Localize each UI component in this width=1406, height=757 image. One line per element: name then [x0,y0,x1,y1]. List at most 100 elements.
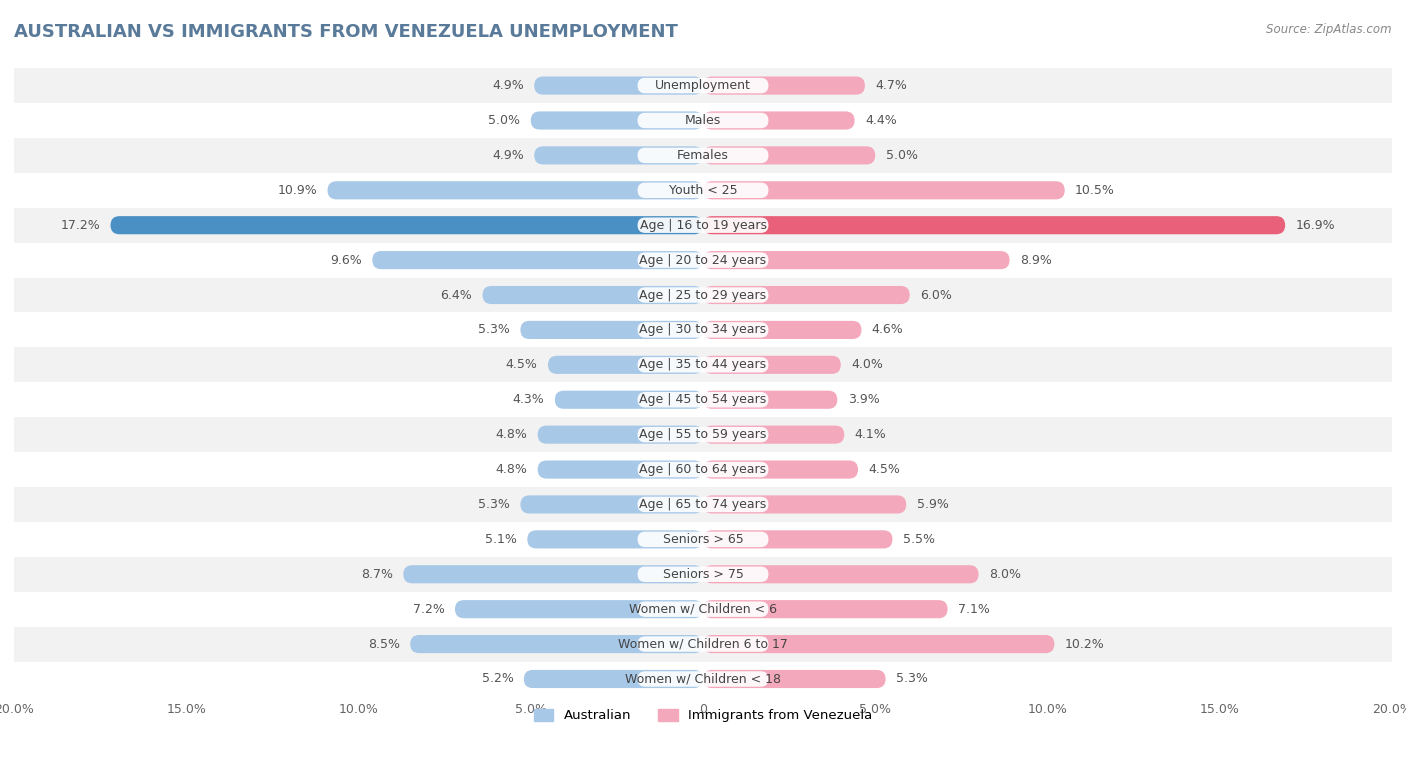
FancyBboxPatch shape [373,251,703,269]
FancyBboxPatch shape [637,531,769,547]
Text: AUSTRALIAN VS IMMIGRANTS FROM VENEZUELA UNEMPLOYMENT: AUSTRALIAN VS IMMIGRANTS FROM VENEZUELA … [14,23,678,41]
Bar [14,313,1392,347]
Bar [14,278,1392,313]
FancyBboxPatch shape [703,600,948,618]
FancyBboxPatch shape [534,76,703,95]
Text: 8.0%: 8.0% [988,568,1021,581]
Text: Age | 20 to 24 years: Age | 20 to 24 years [640,254,766,266]
FancyBboxPatch shape [531,111,703,129]
Text: 17.2%: 17.2% [60,219,100,232]
Text: 5.3%: 5.3% [478,498,510,511]
Text: Age | 16 to 19 years: Age | 16 to 19 years [640,219,766,232]
Text: Women w/ Children 6 to 17: Women w/ Children 6 to 17 [619,637,787,650]
FancyBboxPatch shape [520,321,703,339]
FancyBboxPatch shape [637,392,769,407]
Text: Females: Females [678,149,728,162]
FancyBboxPatch shape [527,531,703,548]
FancyBboxPatch shape [555,391,703,409]
Text: Age | 30 to 34 years: Age | 30 to 34 years [640,323,766,336]
FancyBboxPatch shape [703,356,841,374]
Text: 4.9%: 4.9% [492,79,524,92]
Bar [14,487,1392,522]
Text: 4.7%: 4.7% [875,79,907,92]
Text: 16.9%: 16.9% [1295,219,1336,232]
Text: Seniors > 65: Seniors > 65 [662,533,744,546]
Text: Age | 65 to 74 years: Age | 65 to 74 years [640,498,766,511]
FancyBboxPatch shape [637,497,769,512]
FancyBboxPatch shape [637,252,769,268]
Text: Women w/ Children < 6: Women w/ Children < 6 [628,603,778,615]
FancyBboxPatch shape [548,356,703,374]
Text: Age | 25 to 29 years: Age | 25 to 29 years [640,288,766,301]
Text: 6.0%: 6.0% [920,288,952,301]
Text: 5.9%: 5.9% [917,498,949,511]
Text: Age | 35 to 44 years: Age | 35 to 44 years [640,358,766,372]
Text: Source: ZipAtlas.com: Source: ZipAtlas.com [1267,23,1392,36]
Text: 3.9%: 3.9% [848,393,879,407]
Text: Unemployment: Unemployment [655,79,751,92]
Text: 4.6%: 4.6% [872,323,904,336]
FancyBboxPatch shape [637,322,769,338]
FancyBboxPatch shape [703,565,979,584]
FancyBboxPatch shape [703,460,858,478]
FancyBboxPatch shape [703,181,1064,199]
Text: 10.9%: 10.9% [277,184,318,197]
Text: 5.1%: 5.1% [485,533,517,546]
Text: 4.9%: 4.9% [492,149,524,162]
Text: Age | 55 to 59 years: Age | 55 to 59 years [640,428,766,441]
FancyBboxPatch shape [703,217,1285,234]
FancyBboxPatch shape [637,462,769,477]
Text: 4.8%: 4.8% [495,463,527,476]
FancyBboxPatch shape [703,531,893,548]
FancyBboxPatch shape [703,321,862,339]
Text: 4.5%: 4.5% [869,463,900,476]
FancyBboxPatch shape [703,425,844,444]
FancyBboxPatch shape [637,182,769,198]
Text: Age | 45 to 54 years: Age | 45 to 54 years [640,393,766,407]
FancyBboxPatch shape [637,78,769,93]
FancyBboxPatch shape [328,181,703,199]
Bar [14,557,1392,592]
Text: 7.2%: 7.2% [413,603,444,615]
FancyBboxPatch shape [637,602,769,617]
Text: 4.1%: 4.1% [855,428,886,441]
Legend: Australian, Immigrants from Venezuela: Australian, Immigrants from Venezuela [529,703,877,727]
FancyBboxPatch shape [703,495,907,513]
Text: 5.0%: 5.0% [488,114,520,127]
Bar [14,207,1392,243]
Text: 8.5%: 8.5% [368,637,399,650]
FancyBboxPatch shape [411,635,703,653]
FancyBboxPatch shape [703,635,1054,653]
FancyBboxPatch shape [637,637,769,652]
Bar [14,138,1392,173]
Bar [14,173,1392,207]
Text: 9.6%: 9.6% [330,254,361,266]
FancyBboxPatch shape [520,495,703,513]
Text: 4.3%: 4.3% [513,393,544,407]
FancyBboxPatch shape [637,357,769,372]
FancyBboxPatch shape [703,76,865,95]
Text: 7.1%: 7.1% [957,603,990,615]
FancyBboxPatch shape [637,217,769,233]
Text: 4.8%: 4.8% [495,428,527,441]
Text: Males: Males [685,114,721,127]
Bar [14,522,1392,557]
FancyBboxPatch shape [524,670,703,688]
FancyBboxPatch shape [456,600,703,618]
Text: 10.2%: 10.2% [1064,637,1105,650]
FancyBboxPatch shape [703,286,910,304]
Text: 5.5%: 5.5% [903,533,935,546]
FancyBboxPatch shape [703,670,886,688]
Bar [14,68,1392,103]
FancyBboxPatch shape [637,427,769,442]
Text: Age | 60 to 64 years: Age | 60 to 64 years [640,463,766,476]
Text: 10.5%: 10.5% [1076,184,1115,197]
Text: Seniors > 75: Seniors > 75 [662,568,744,581]
FancyBboxPatch shape [537,460,703,478]
Text: 5.2%: 5.2% [482,672,513,686]
Text: 5.3%: 5.3% [478,323,510,336]
Text: 5.3%: 5.3% [896,672,928,686]
Text: 8.7%: 8.7% [361,568,392,581]
Bar [14,592,1392,627]
Bar [14,382,1392,417]
